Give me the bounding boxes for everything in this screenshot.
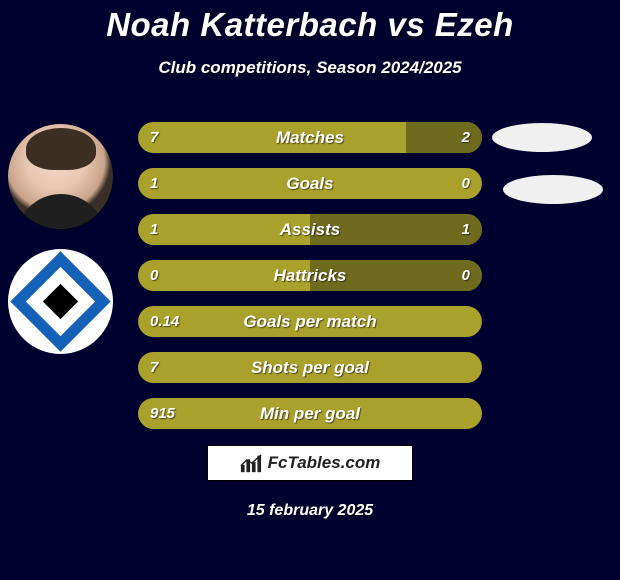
fctables-branding: FcTables.com [207,445,413,481]
bar-chart-icon [240,453,262,473]
stat-value-right: 1 [462,214,470,245]
side-bubble [492,123,592,152]
stat-value-left: 1 [150,214,158,245]
side-bubble [503,175,603,204]
stat-segment-right [310,214,482,245]
fctables-label: FcTables.com [268,453,381,473]
stat-row: 915Min per goal [138,398,482,429]
footer-date: 15 february 2025 [0,502,620,520]
stat-row: 72Matches [138,122,482,153]
stat-segment-right [406,122,482,153]
stat-label: Goals [138,168,482,199]
page-title: Noah Katterbach vs Ezeh [0,0,620,44]
club-logo-hsv [8,249,113,354]
left-column [8,124,113,354]
stat-row: 00Hattricks [138,260,482,291]
stat-value-left: 7 [150,352,158,383]
stat-value-right: 0 [462,168,470,199]
stat-row: 1 0Goals [138,168,482,199]
stat-row: 0.14Goals per match [138,306,482,337]
stat-value-right: 0 [462,260,470,291]
player-avatar [8,124,113,229]
page-subtitle: Club competitions, Season 2024/2025 [0,58,620,78]
stat-label: Min per goal [138,398,482,429]
stat-value-left: 915 [150,398,175,429]
stat-row: 11Assists [138,214,482,245]
stat-value-left: 0.14 [150,306,179,337]
stat-value-right: 2 [462,122,470,153]
stat-value-left: 1 [150,168,158,199]
stat-value-left: 0 [150,260,158,291]
stat-segment-right [310,260,482,291]
stat-value-left: 7 [150,122,158,153]
stat-bars-container: 72Matches10Goals11Assists00Hattricks0.14… [138,122,482,444]
stat-label: Shots per goal [138,352,482,383]
stat-label: Goals per match [138,306,482,337]
stat-row: 7Shots per goal [138,352,482,383]
